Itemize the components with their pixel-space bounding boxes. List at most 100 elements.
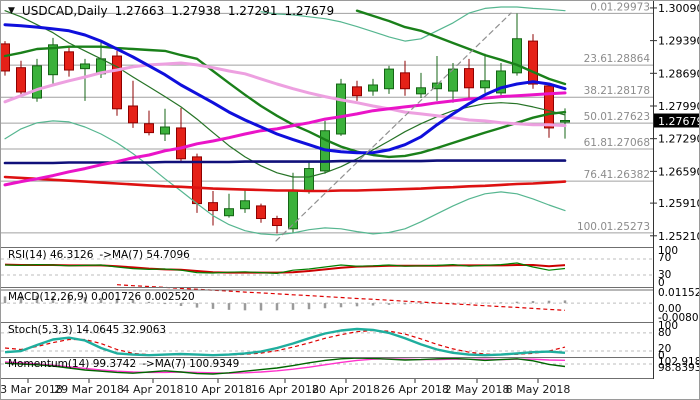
price-axis-label: 1.27290 [658, 133, 700, 146]
current-price-bg [654, 113, 699, 128]
ohlc-open: 1.27663 [114, 4, 165, 18]
rsi-ma-value-label: ->MA(7) 54.7096 [99, 249, 190, 261]
current-price-label: 1.27679 [658, 115, 700, 128]
candle-body [1, 43, 10, 72]
stoch-value-label: Stoch(5,3,3) 14.0645 32.9063 [8, 324, 167, 336]
current-price-box: 1.27679 [654, 113, 700, 128]
candlestick [560, 108, 570, 139]
candlestick [272, 215, 282, 234]
fib-ratio-label: 23.6 [584, 53, 608, 65]
candle-body [208, 202, 218, 212]
candlestick [464, 58, 474, 99]
candle-body [288, 190, 298, 230]
candlestick [336, 78, 346, 136]
ohlc-close: 1.27679 [284, 4, 335, 18]
candle-body [16, 67, 26, 93]
date-axis-label: 2 May 2018 [445, 383, 510, 396]
fib-price-label: 1.26382 [607, 169, 650, 181]
red-flat-ma-line [3, 175, 567, 193]
date-axis-label: 10 Apr 2018 [184, 383, 252, 396]
rsi-line [4, 262, 566, 274]
magenta-ma-line [3, 91, 567, 187]
momentum-ma-value-label: ->MA(7) 100.9349 [142, 358, 240, 370]
mom-axis-label: 102.9188 [658, 356, 700, 368]
stoch-signal-line [4, 329, 566, 356]
fib-ratio-label: 38.2 [584, 85, 607, 97]
rsi-axis-label: 0 [658, 277, 665, 289]
candlestick [64, 46, 74, 77]
macd-value-label: MACD(12,26,9) 0.001726 0.002520 [8, 291, 195, 303]
stoch-axis-label: 20 [658, 343, 671, 355]
macd-axis-label: 0.011522 [658, 287, 700, 299]
candle-body [80, 63, 90, 70]
fib-price-label: 1.27068 [607, 137, 650, 149]
candlestick [368, 78, 378, 96]
candle-body [176, 127, 186, 160]
date-axis-label: 23 Mar 2018 [1, 383, 63, 396]
price-axis-label: 1.27990 [658, 100, 700, 113]
candlestick [16, 60, 26, 96]
rsi-axis-label: 70 [658, 252, 671, 264]
stoch-indicator-label: Stoch(5,3,3) 14.0645 32.9063 [8, 324, 172, 336]
candle-body [400, 72, 410, 90]
navy-flat-ma-line [3, 159, 567, 165]
candle-body [224, 208, 234, 217]
ema-fast-green-line [4, 10, 566, 178]
rsi-indicator-label: RSI(14) 46.3126 ->MA(7) 54.7096 [8, 249, 196, 261]
rsi-axis-label: 30 [658, 269, 671, 281]
candle-body [384, 68, 394, 90]
blue-ma-line [3, 23, 567, 155]
momentum-value-label: Momentum(14) 99.3742 [8, 358, 137, 370]
date-axis-label: 16 Apr 2018 [251, 383, 319, 396]
candle-body [480, 80, 490, 89]
candle-body [544, 85, 554, 129]
trendline-dashed[interactable] [275, 12, 512, 242]
ohlc-low: 1.27291 [227, 4, 278, 18]
symbol-dropdown-icon[interactable]: ▼ [8, 6, 15, 16]
fib-ratio-label: 76.4 [584, 169, 608, 181]
ohlc-high: 1.27938 [171, 4, 221, 18]
candlestick [224, 193, 234, 218]
candle-body [560, 120, 570, 123]
candlestick [496, 63, 506, 96]
candle-body [304, 168, 314, 192]
momentum-line [4, 357, 566, 375]
price-axis-label: 1.25210 [658, 230, 700, 243]
price-axis-label: 1.28690 [658, 67, 700, 80]
candlestick [176, 107, 186, 163]
stoch-axis-label: 0 [658, 350, 665, 362]
symbol-label: USDCAD,Daily [21, 4, 108, 18]
candlestick [160, 108, 170, 142]
candlestick [384, 65, 394, 94]
candlestick [416, 72, 426, 99]
date-axis-label: 29 Mar 2018 [54, 383, 124, 396]
candle-body [160, 126, 170, 135]
candle-body [240, 200, 250, 210]
sma-green-descending-line [355, 9, 567, 86]
macd-signal-line [116, 284, 566, 311]
fib-ratio-label: 100.0 [577, 221, 607, 233]
candlestick [1, 41, 10, 76]
candlestick [240, 188, 250, 213]
candle-body [192, 156, 202, 205]
macd-indicator-label: MACD(12,26,9) 0.001726 0.002520 [8, 291, 201, 303]
candle-body [352, 86, 362, 97]
candle-body [272, 218, 282, 227]
candlestick [352, 80, 362, 101]
candlestick [80, 58, 90, 101]
momentum-indicator-label: Momentum(14) 99.3742 ->MA(7) 100.9349 [8, 358, 245, 370]
date-axis-label: 4 Apr 2018 [122, 383, 183, 396]
candle-body [496, 70, 506, 94]
candle-body [416, 87, 426, 95]
bollinger-lower-band-line [4, 120, 566, 236]
bollinger-upper-band-line [260, 6, 566, 42]
macd-axis-label: 0.00 [658, 303, 681, 315]
candlestick [288, 172, 298, 233]
macd-histogram [3, 295, 567, 311]
fib-price-label: 1.28178 [607, 85, 650, 97]
chart-title-bar: ▼ USDCAD,Daily 1.27663 1.27938 1.27291 1… [8, 4, 334, 18]
